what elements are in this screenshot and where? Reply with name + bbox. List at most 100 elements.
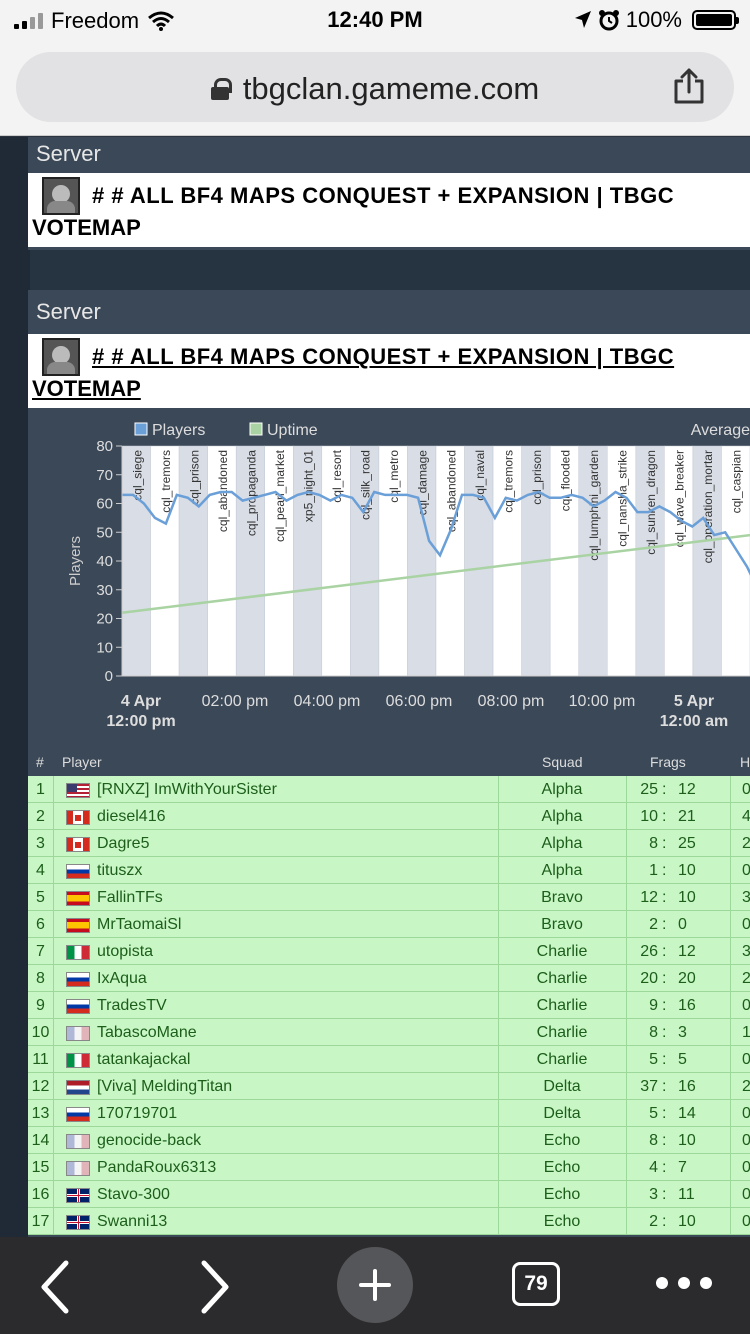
col-player-header[interactable]: Player	[62, 754, 102, 770]
y-tick-label: 30	[96, 582, 113, 599]
map-band	[293, 445, 323, 677]
row-number: 6	[28, 911, 54, 938]
player-name-link[interactable]: 170719701	[97, 1105, 178, 1122]
player-name-link[interactable]: IxAqua	[97, 970, 147, 987]
table-row[interactable]: 17 Swanni13 Echo 2:10 0	[28, 1208, 750, 1235]
table-row[interactable]: 2 diesel416 Alpha 10:21 4	[28, 803, 750, 830]
map-label: cql_naval	[473, 450, 487, 501]
table-row[interactable]: 16 Stavo-300 Echo 3:11 0	[28, 1181, 750, 1208]
player-name-link[interactable]: Dagre5	[97, 835, 150, 852]
frags-kills: 26	[640, 943, 658, 960]
frags-kills: 25	[640, 781, 658, 798]
table-row[interactable]: 10 TabascoMane Charlie 8:3 1	[28, 1019, 750, 1046]
frags-kills: 1	[649, 862, 658, 879]
table-row[interactable]: 11 tatankajackal Charlie 5:5 0	[28, 1046, 750, 1073]
page-content[interactable]: Server # # ALL BF4 MAPS CONQUEST + EXPAN…	[0, 137, 750, 1237]
table-row[interactable]: 12 [Viva] MeldingTitan Delta 37:16 2	[28, 1073, 750, 1100]
player-name-link[interactable]: Swanni13	[97, 1213, 168, 1230]
row-number: 16	[28, 1181, 54, 1208]
player-name-link[interactable]: utopista	[97, 943, 154, 960]
country-flag-icon	[66, 1080, 90, 1095]
url-bar[interactable]: tbgclan.gameme.com	[16, 52, 734, 122]
player-name-link[interactable]: PandaRoux6313	[97, 1159, 217, 1176]
back-icon[interactable]	[36, 1257, 76, 1317]
table-row[interactable]: 1 [RNXZ] ImWithYourSister Alpha 25:12 0	[28, 776, 750, 803]
server-avatar-icon	[42, 338, 80, 376]
headshots-value: 1	[742, 1024, 750, 1041]
map-band	[578, 445, 608, 677]
table-row[interactable]: 4 tituszx Alpha 1:10 0	[28, 857, 750, 884]
frags-kills: 3	[649, 1186, 658, 1203]
frags-deaths: 5	[678, 1051, 687, 1068]
wifi-icon	[148, 11, 175, 31]
frags-deaths: 10	[678, 1132, 696, 1149]
new-tab-button[interactable]	[337, 1247, 413, 1323]
frags-kills: 12	[640, 889, 658, 906]
carrier-name: Freedom	[51, 8, 140, 33]
x-tick-label-date: 12:00 am	[660, 713, 729, 730]
row-number: 7	[28, 938, 54, 965]
x-tick-label: 10:00 pm	[569, 693, 636, 710]
col-frags-header[interactable]: Frags	[650, 754, 686, 770]
player-name-link[interactable]: FallinTFs	[97, 889, 163, 906]
table-row[interactable]: 7 utopista Charlie 26:12 3	[28, 938, 750, 965]
table-row[interactable]: 15 PandaRoux6313 Echo 4:7 0	[28, 1154, 750, 1181]
headshots-value: 0	[742, 1132, 750, 1149]
frags-separator: :	[662, 808, 667, 825]
legend-uptime-swatch	[249, 422, 263, 436]
server-name-box: # # ALL BF4 MAPS CONQUEST + EXPANSION | …	[28, 173, 750, 247]
player-name-link[interactable]: diesel416	[97, 808, 166, 825]
frags-kills: 5	[649, 1051, 658, 1068]
battery-icon	[692, 10, 739, 30]
col-squad-header[interactable]: Squad	[542, 754, 583, 770]
row-number: 17	[28, 1208, 54, 1235]
player-name-link[interactable]: MrTaomaiSl	[97, 916, 182, 933]
url-text: tbgclan.gameme.com	[242, 71, 540, 106]
map-band	[207, 445, 237, 677]
country-flag-icon	[66, 837, 90, 852]
server-name-box[interactable]: # # ALL BF4 MAPS CONQUEST + EXPANSION | …	[28, 334, 750, 408]
col-hs-header[interactable]: H	[740, 754, 750, 770]
server-name-link[interactable]: # # ALL BF4 MAPS CONQUEST + EXPANSION | …	[92, 344, 675, 369]
frags-kills: 20	[640, 970, 658, 987]
map-band	[178, 445, 208, 677]
player-name-link[interactable]: [Viva] MeldingTitan	[97, 1078, 233, 1095]
server-panel-header: Server	[36, 141, 101, 166]
player-name-link[interactable]: Stavo-300	[97, 1186, 170, 1203]
table-row[interactable]: 9 TradesTV Charlie 9:16 0	[28, 992, 750, 1019]
legend-average-label: Average	[691, 422, 750, 439]
tabs-count-button[interactable]: 79	[512, 1262, 560, 1306]
forward-icon[interactable]	[194, 1257, 234, 1317]
player-name-link[interactable]: [RNXZ] ImWithYourSister	[97, 781, 277, 798]
player-name-link[interactable]: tatankajackal	[97, 1051, 191, 1068]
map-label: cql_prison	[530, 450, 544, 505]
table-row[interactable]: 8 IxAqua Charlie 20:20 2	[28, 965, 750, 992]
player-name-link[interactable]: TabascoMane	[97, 1024, 197, 1041]
map-band	[635, 445, 665, 677]
frags-kills: 8	[649, 1132, 658, 1149]
frags-separator: :	[662, 781, 667, 798]
share-icon[interactable]	[672, 68, 706, 104]
table-row[interactable]: 13 170719701 Delta 5:14 0	[28, 1100, 750, 1127]
map-label: cql_caspian	[730, 450, 744, 513]
server-name-line2[interactable]: VOTEMAP	[32, 376, 141, 401]
squad-name: Alpha	[541, 862, 583, 879]
frags-kills: 10	[640, 808, 658, 825]
table-row[interactable]: 6 MrTaomaiSl Bravo 2:0 0	[28, 911, 750, 938]
more-options-icon[interactable]	[656, 1277, 712, 1289]
y-tick-label: 0	[105, 668, 113, 685]
squad-name: Charlie	[536, 1051, 588, 1068]
legend-uptime-label: Uptime	[267, 422, 318, 439]
row-number: 4	[28, 857, 54, 884]
player-name-link[interactable]: TradesTV	[97, 997, 167, 1014]
map-band	[121, 445, 151, 677]
player-name-link[interactable]: genocide-back	[97, 1132, 202, 1149]
frags-deaths: 11	[678, 1186, 695, 1203]
url-display[interactable]: tbgclan.gameme.com	[16, 71, 734, 107]
headshots-value: 2	[742, 970, 750, 987]
player-name-link[interactable]: tituszx	[97, 862, 143, 879]
player-table-header: # Player Squad Frags H	[28, 746, 750, 776]
table-row[interactable]: 3 Dagre5 Alpha 8:25 2	[28, 830, 750, 857]
table-row[interactable]: 14 genocide-back Echo 8:10 0	[28, 1127, 750, 1154]
table-row[interactable]: 5 FallinTFs Bravo 12:10 3	[28, 884, 750, 911]
